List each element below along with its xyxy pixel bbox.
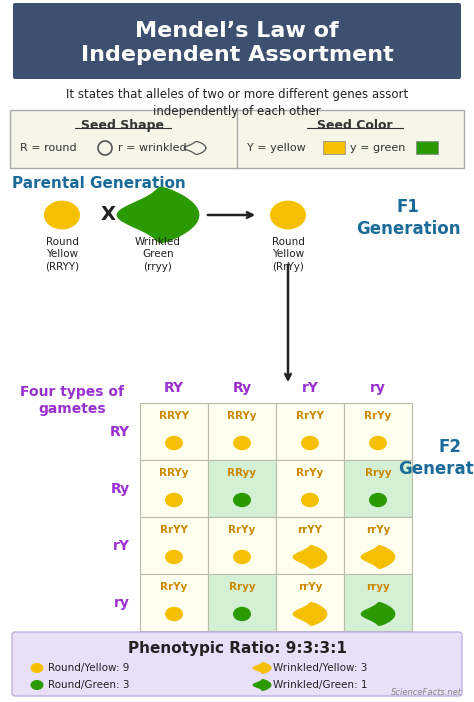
FancyBboxPatch shape bbox=[208, 517, 276, 574]
Polygon shape bbox=[253, 663, 271, 673]
Ellipse shape bbox=[301, 493, 319, 508]
FancyBboxPatch shape bbox=[208, 460, 276, 517]
Ellipse shape bbox=[165, 550, 183, 564]
Text: Round/Yellow: 9: Round/Yellow: 9 bbox=[48, 663, 129, 673]
Text: RrYy: RrYy bbox=[228, 525, 255, 535]
FancyBboxPatch shape bbox=[344, 403, 412, 460]
FancyBboxPatch shape bbox=[276, 403, 344, 460]
FancyBboxPatch shape bbox=[276, 574, 344, 631]
Ellipse shape bbox=[233, 436, 251, 450]
Text: F2
Generation: F2 Generation bbox=[398, 438, 474, 478]
Ellipse shape bbox=[165, 607, 183, 621]
Text: RrYY: RrYY bbox=[296, 411, 324, 421]
FancyBboxPatch shape bbox=[140, 403, 208, 460]
Text: Wrinkled/Green: 1: Wrinkled/Green: 1 bbox=[273, 680, 367, 690]
Text: ScienceFacts.net: ScienceFacts.net bbox=[391, 688, 462, 697]
Text: Phenotypic Ratio: 9:3:3:1: Phenotypic Ratio: 9:3:3:1 bbox=[128, 640, 346, 656]
Ellipse shape bbox=[165, 436, 183, 450]
Polygon shape bbox=[253, 680, 271, 690]
Text: Ry: Ry bbox=[232, 381, 252, 395]
FancyBboxPatch shape bbox=[323, 141, 345, 154]
Text: It states that alleles of two or more different genes assort
independently of ea: It states that alleles of two or more di… bbox=[66, 88, 408, 118]
FancyBboxPatch shape bbox=[344, 460, 412, 517]
Text: RrYy: RrYy bbox=[365, 411, 392, 421]
FancyBboxPatch shape bbox=[140, 574, 208, 631]
Text: RRYy: RRYy bbox=[227, 411, 257, 421]
Text: rY: rY bbox=[301, 381, 319, 395]
Text: RRYy: RRYy bbox=[159, 468, 189, 478]
Text: Round/Green: 3: Round/Green: 3 bbox=[48, 680, 129, 690]
Text: r = wrinkled: r = wrinkled bbox=[118, 143, 187, 153]
Text: Ry: Ry bbox=[111, 482, 130, 496]
Polygon shape bbox=[361, 603, 395, 625]
FancyBboxPatch shape bbox=[344, 517, 412, 574]
Polygon shape bbox=[118, 187, 199, 242]
Text: Parental Generation: Parental Generation bbox=[12, 176, 186, 191]
Ellipse shape bbox=[301, 436, 319, 450]
FancyBboxPatch shape bbox=[208, 403, 276, 460]
Ellipse shape bbox=[30, 663, 44, 673]
FancyBboxPatch shape bbox=[208, 574, 276, 631]
FancyBboxPatch shape bbox=[13, 3, 461, 79]
Text: rryy: rryy bbox=[366, 582, 390, 592]
Text: ry: ry bbox=[370, 381, 386, 395]
FancyBboxPatch shape bbox=[276, 517, 344, 574]
FancyBboxPatch shape bbox=[344, 574, 412, 631]
Polygon shape bbox=[361, 545, 395, 568]
Text: Seed Color: Seed Color bbox=[317, 119, 393, 132]
Ellipse shape bbox=[233, 550, 251, 564]
Text: Wrinkled
Green
(rryy): Wrinkled Green (rryy) bbox=[135, 237, 181, 272]
FancyBboxPatch shape bbox=[276, 460, 344, 517]
Text: Y = yellow: Y = yellow bbox=[247, 143, 306, 153]
Text: rrYy: rrYy bbox=[298, 582, 322, 592]
Text: RRyy: RRyy bbox=[228, 468, 256, 478]
Text: RY: RY bbox=[164, 381, 184, 395]
Ellipse shape bbox=[165, 493, 183, 508]
Text: ry: ry bbox=[114, 595, 130, 609]
Ellipse shape bbox=[369, 436, 387, 450]
Text: RY: RY bbox=[110, 425, 130, 439]
Text: RRYY: RRYY bbox=[159, 411, 189, 421]
FancyBboxPatch shape bbox=[10, 110, 464, 168]
Ellipse shape bbox=[270, 201, 306, 230]
Text: RrYy: RrYy bbox=[160, 582, 188, 592]
Text: Seed Shape: Seed Shape bbox=[82, 119, 164, 132]
Ellipse shape bbox=[44, 201, 80, 230]
Ellipse shape bbox=[30, 680, 44, 690]
Text: Round
Yellow
(RrYy): Round Yellow (RrYy) bbox=[272, 237, 304, 272]
Text: RrYY: RrYY bbox=[160, 525, 188, 535]
Text: Wrinkled/Yellow: 3: Wrinkled/Yellow: 3 bbox=[273, 663, 367, 673]
Text: X: X bbox=[100, 206, 116, 225]
Text: y = green: y = green bbox=[350, 143, 405, 153]
Text: F1
Generation: F1 Generation bbox=[356, 198, 460, 238]
FancyBboxPatch shape bbox=[140, 517, 208, 574]
Ellipse shape bbox=[233, 493, 251, 508]
Text: Rryy: Rryy bbox=[228, 582, 255, 592]
Text: rrYY: rrYY bbox=[298, 525, 322, 535]
Ellipse shape bbox=[233, 607, 251, 621]
Ellipse shape bbox=[369, 493, 387, 508]
Text: Round
Yellow
(RRYY): Round Yellow (RRYY) bbox=[45, 237, 79, 272]
FancyBboxPatch shape bbox=[140, 460, 208, 517]
Polygon shape bbox=[293, 603, 327, 625]
Text: Mendel’s Law of
Independent Assortment: Mendel’s Law of Independent Assortment bbox=[81, 20, 393, 65]
Text: rrYy: rrYy bbox=[366, 525, 390, 535]
Text: rY: rY bbox=[113, 538, 130, 552]
Text: RrYy: RrYy bbox=[296, 468, 324, 478]
FancyBboxPatch shape bbox=[12, 632, 462, 696]
FancyBboxPatch shape bbox=[416, 141, 438, 154]
Text: R = round: R = round bbox=[20, 143, 77, 153]
Text: Rryy: Rryy bbox=[365, 468, 392, 478]
Text: Four types of
gametes: Four types of gametes bbox=[20, 385, 124, 416]
Polygon shape bbox=[293, 545, 327, 568]
